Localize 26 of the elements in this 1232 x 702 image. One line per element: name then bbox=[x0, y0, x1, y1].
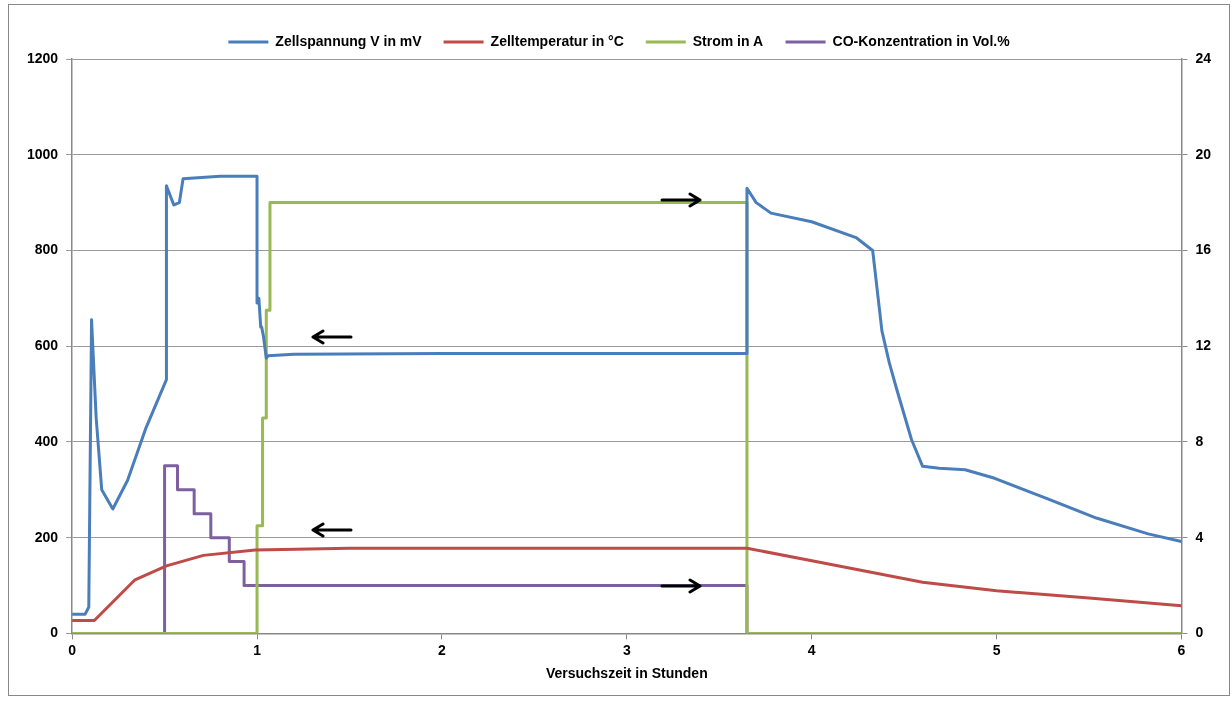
x-tick-label: 5 bbox=[992, 641, 1001, 658]
y-tick-label: 1000 bbox=[26, 145, 59, 162]
y-tick-label: 1200 bbox=[26, 49, 59, 66]
y2-tick-label: 12 bbox=[1195, 337, 1212, 354]
y2-tick-label: 16 bbox=[1195, 241, 1212, 258]
y2-tick-label: 20 bbox=[1195, 145, 1212, 162]
x-axis-title: Versuchszeit in Stunden bbox=[545, 665, 708, 682]
x-tick-label: 1 bbox=[253, 641, 262, 658]
y-tick-label: 0 bbox=[50, 624, 59, 641]
x-tick-label: 4 bbox=[807, 641, 816, 658]
y2-tick-label: 8 bbox=[1195, 432, 1204, 449]
y-tick-label: 400 bbox=[34, 432, 59, 449]
x-tick-label: 3 bbox=[622, 641, 631, 658]
y-tick-label: 200 bbox=[34, 528, 59, 545]
y2-tick-label: 4 bbox=[1195, 528, 1204, 545]
y2-tick-label: 24 bbox=[1195, 49, 1212, 66]
legend-label: Zelltemperatur in °C bbox=[490, 32, 624, 49]
x-tick-label: 2 bbox=[438, 641, 447, 658]
legend-label: Strom in A bbox=[692, 32, 764, 49]
y-tick-label: 800 bbox=[34, 241, 59, 258]
x-tick-label: 6 bbox=[1177, 641, 1186, 658]
legend-label: Zellspannung V in mV bbox=[275, 32, 423, 49]
x-tick-label: 0 bbox=[68, 641, 77, 658]
y-tick-label: 600 bbox=[34, 337, 59, 354]
legend-label: CO-Konzentration in Vol.% bbox=[832, 32, 1011, 49]
y2-tick-label: 0 bbox=[1195, 624, 1204, 641]
